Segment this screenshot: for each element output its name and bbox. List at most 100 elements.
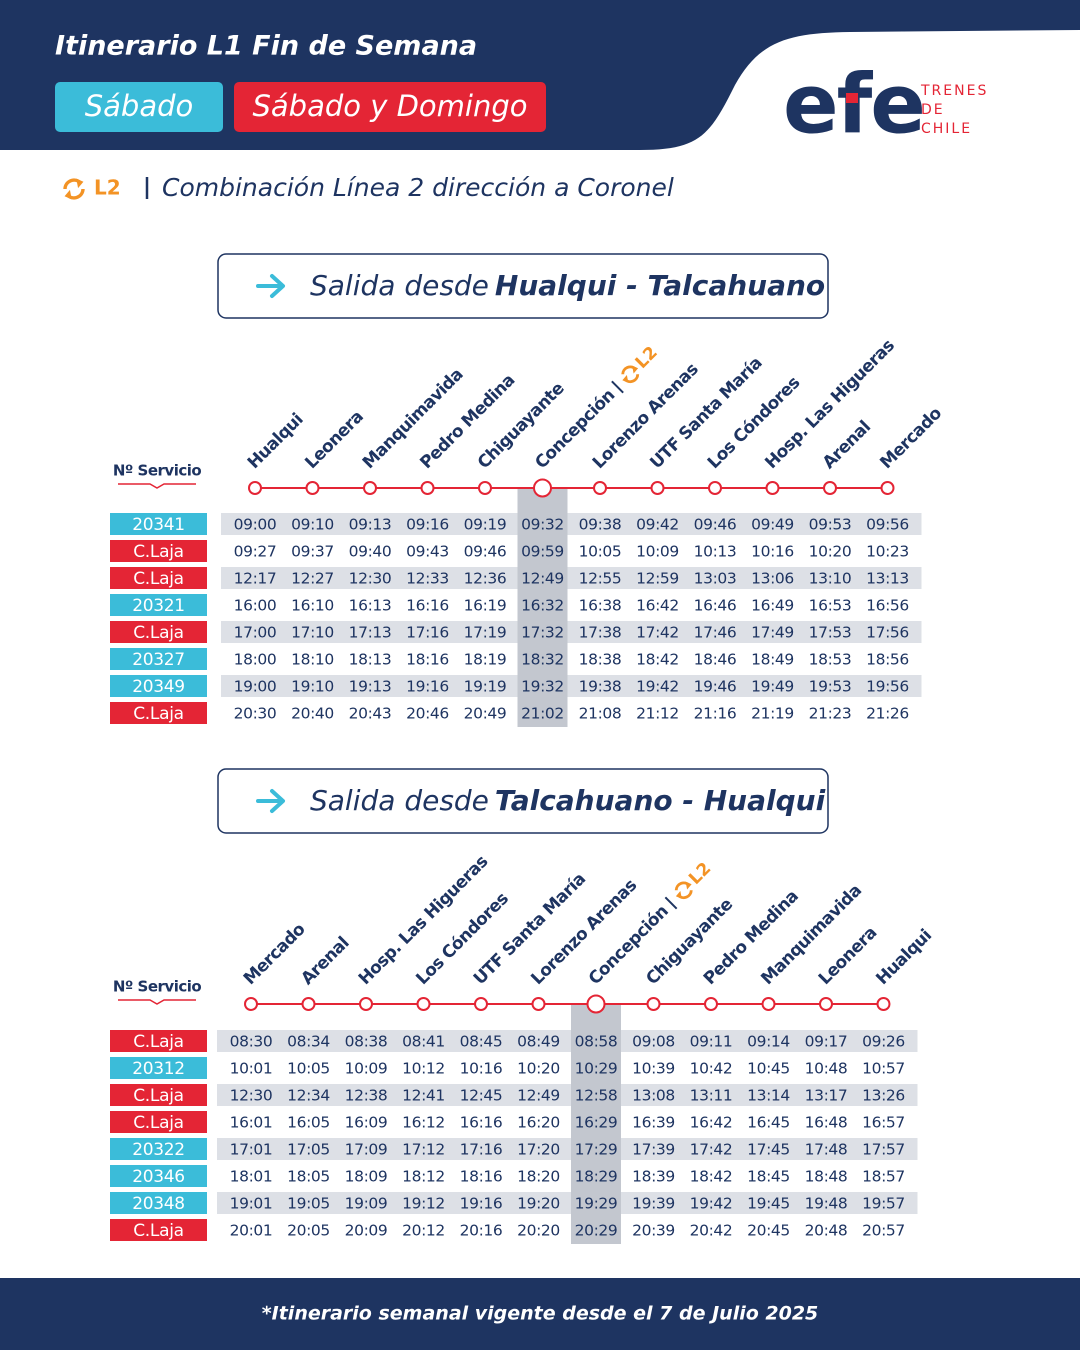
station-label: Lorenzo Arenas — [589, 359, 703, 473]
time: 16:53 — [809, 597, 852, 615]
time: 13:06 — [751, 570, 794, 588]
time: 08:49 — [517, 1033, 560, 1051]
time: 16:13 — [349, 597, 392, 615]
tag: Sábado y Domingo — [252, 89, 527, 123]
time: 19:32 — [521, 678, 564, 696]
time: 19:00 — [234, 678, 277, 696]
time: 12:55 — [579, 570, 622, 588]
service-badge — [110, 1030, 207, 1052]
row-band — [221, 675, 922, 697]
time: 16:32 — [521, 597, 564, 615]
service: 20349 — [132, 677, 185, 697]
station-label: UTF Santa María — [646, 353, 766, 473]
station-name: Lorenzo Arenas — [527, 875, 641, 989]
time: 17:32 — [521, 624, 564, 642]
time: 21:16 — [694, 705, 737, 723]
time: 09:16 — [406, 516, 449, 534]
time: 20:40 — [291, 705, 334, 723]
time: 19:01 — [230, 1195, 273, 1213]
time: 09:14 — [747, 1033, 790, 1051]
time: 10:20 — [517, 1060, 560, 1078]
station-name: Arenal — [297, 933, 353, 989]
time: 16:39 — [632, 1114, 675, 1132]
station-label: Arenal — [297, 933, 353, 989]
station-name: Hualqui — [872, 926, 935, 989]
service-badge — [110, 675, 207, 697]
station-dot — [305, 481, 320, 495]
station-dot — [533, 478, 552, 498]
time: 18:12 — [402, 1168, 445, 1186]
arrow — [256, 789, 285, 813]
time: 18:10 — [291, 651, 334, 669]
time: 16:19 — [464, 597, 507, 615]
time: 18:05 — [287, 1168, 330, 1186]
separator — [664, 896, 678, 910]
arrow — [256, 274, 285, 298]
service: 20341 — [132, 515, 185, 535]
time: 16:09 — [345, 1114, 388, 1132]
station-dot — [363, 481, 377, 495]
time: 10:05 — [287, 1060, 330, 1078]
time: 19:42 — [690, 1195, 733, 1213]
station-label: Mercado — [876, 404, 945, 473]
service: 20321 — [132, 596, 185, 616]
separator — [611, 380, 624, 394]
service: C.Laja — [133, 704, 184, 724]
heading-route: Talcahuano - Hualqui — [495, 784, 826, 817]
time: 20:05 — [287, 1222, 330, 1240]
time: 12:34 — [287, 1087, 330, 1105]
service: C.Laja — [133, 1086, 184, 1106]
station-dot — [478, 481, 492, 495]
time: 12:38 — [345, 1087, 388, 1105]
time: 17:19 — [464, 624, 507, 642]
time: 17:48 — [805, 1141, 848, 1159]
legend-badge: L2 — [94, 176, 121, 200]
time: 21:12 — [636, 705, 679, 723]
time: 16:48 — [805, 1114, 848, 1132]
time: 18:38 — [579, 651, 622, 669]
time: 09:56 — [866, 516, 909, 534]
service-badge — [110, 1057, 207, 1079]
time: 16:10 — [291, 597, 334, 615]
tag-bg — [55, 82, 223, 132]
row-band — [221, 513, 922, 535]
time: 19:20 — [517, 1195, 560, 1213]
service: C.Laja — [133, 1221, 184, 1241]
service-badge — [110, 594, 207, 616]
station-name: Mercado — [876, 404, 945, 473]
time: 19:48 — [805, 1195, 848, 1213]
time: 17:01 — [230, 1141, 273, 1159]
icon-head — [622, 375, 629, 383]
time: 09:32 — [521, 516, 564, 534]
time: 19:53 — [809, 678, 852, 696]
heading: Salida desde Talcahuano - Hualqui — [310, 784, 826, 817]
legend-text: Combinación Línea 2 dirección a Coronel — [162, 173, 674, 202]
station-dot — [248, 481, 262, 495]
time: 09:46 — [464, 543, 507, 561]
time: 20:09 — [345, 1222, 388, 1240]
logo-tagline: TRENES — [920, 83, 988, 99]
service: 20322 — [132, 1140, 185, 1160]
time: 19:38 — [579, 678, 622, 696]
time: 19:57 — [862, 1195, 905, 1213]
time: 17:00 — [234, 624, 277, 642]
time: 09:49 — [751, 516, 794, 534]
time: 17:16 — [406, 624, 449, 642]
time: 13:17 — [805, 1087, 848, 1105]
time: 13:26 — [862, 1087, 905, 1105]
station-name: Leonera — [301, 407, 367, 473]
service-badge — [110, 567, 207, 589]
service: C.Laja — [133, 569, 184, 589]
time: 09:17 — [805, 1033, 848, 1051]
time: 18:48 — [805, 1168, 848, 1186]
icon-head — [64, 189, 72, 200]
service-label: Nº Servicio — [113, 978, 202, 996]
time: 09:46 — [694, 516, 737, 534]
service-underline — [118, 483, 196, 489]
time: 09:00 — [234, 516, 277, 534]
time: 20:01 — [230, 1222, 273, 1240]
time: 20:42 — [690, 1222, 733, 1240]
time: 08:38 — [345, 1033, 388, 1051]
row-band — [217, 1192, 918, 1214]
station-label: Manquimavida — [757, 881, 865, 989]
